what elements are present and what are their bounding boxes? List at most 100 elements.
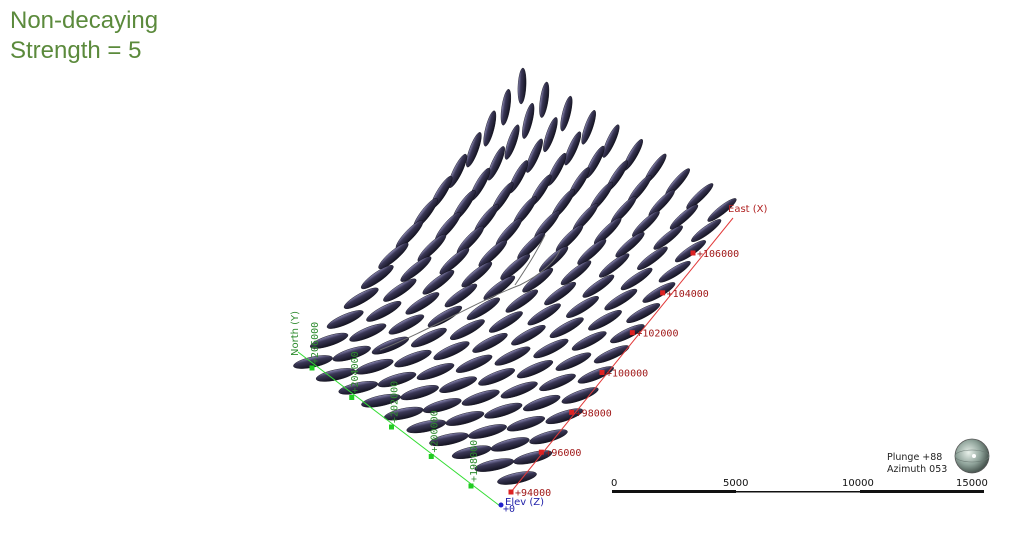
ellipsoid <box>506 416 546 432</box>
ellipsoid <box>581 110 596 145</box>
north-tick-mark <box>349 395 355 400</box>
ellipsoid-field <box>293 67 737 485</box>
ellipsoid <box>523 394 561 412</box>
ellipsoid <box>448 153 467 188</box>
east-tick-label: +96000 <box>545 448 581 459</box>
north-tick-mark <box>428 454 434 459</box>
ellipsoid <box>525 138 543 173</box>
ellipsoid <box>445 411 485 426</box>
ellipsoid <box>429 432 469 447</box>
east-tick-mark <box>599 370 605 375</box>
east-axis-label: East (X) <box>728 204 768 215</box>
ellipsoid <box>433 341 470 361</box>
ellipsoid <box>388 314 425 335</box>
north-tick-label: +204000 <box>350 351 361 393</box>
north-axis-ticks: +206000 +204000 +202000 +200000 +198000 <box>309 322 480 489</box>
ellipsoid <box>505 289 539 313</box>
east-tick-mark <box>538 449 544 455</box>
ellipsoid <box>571 331 607 351</box>
orientation-sphere-icon[interactable] <box>954 438 990 474</box>
ellipsoid <box>517 67 527 105</box>
east-tick-mark <box>569 409 575 415</box>
ellipsoid <box>555 224 584 253</box>
east-axis-ticks: +94000 +96000 +98000 +100000 +102000 +104000 +… <box>508 249 739 499</box>
ellipsoid <box>394 349 432 368</box>
north-tick-label: +202000 <box>390 381 401 423</box>
ellipsoid <box>658 261 691 283</box>
ellipsoid <box>610 324 645 344</box>
ellipsoid <box>400 385 439 401</box>
trend-curve-1 <box>379 249 561 351</box>
ellipsoid <box>593 345 630 364</box>
ellipsoid <box>326 310 364 329</box>
east-tick-label: +102000 <box>636 329 678 340</box>
ellipsoid <box>555 352 592 371</box>
ellipsoid <box>309 332 349 349</box>
ellipsoid <box>588 310 622 331</box>
ellipsoid <box>483 110 497 147</box>
ellipsoid <box>707 198 737 222</box>
ellipsoid <box>468 424 507 439</box>
ellipsoid <box>455 354 493 373</box>
ellipsoid <box>500 381 538 399</box>
scale-label-0: 0 <box>611 478 618 489</box>
ellipsoid <box>561 387 599 404</box>
ellipsoid <box>410 327 447 348</box>
ellipsoid <box>615 232 645 258</box>
east-tick-mark <box>629 330 635 336</box>
ellipsoid <box>422 398 462 414</box>
ellipsoid <box>472 332 508 353</box>
ellipsoid <box>377 371 417 388</box>
ellipsoid <box>355 358 394 375</box>
ellipsoid <box>522 102 535 139</box>
ellipsoid <box>332 345 371 362</box>
north-tick-mark <box>309 365 315 371</box>
ellipsoid <box>461 389 500 406</box>
ellipsoid <box>642 282 676 303</box>
ellipsoid <box>416 363 455 381</box>
ellipsoid <box>400 256 432 282</box>
scale-label-15000: 15000 <box>956 478 988 489</box>
ellipsoid <box>466 132 482 168</box>
ellipsoid <box>378 242 409 270</box>
north-tick-mark <box>389 424 394 430</box>
view-orientation-info: Plunge +88 Azimuth 053 <box>887 452 947 476</box>
ellipsoid <box>449 319 485 341</box>
ellipsoid <box>564 131 582 166</box>
ellipsoid <box>691 219 722 243</box>
ellipsoid <box>478 368 515 386</box>
ellipsoid <box>504 124 520 160</box>
ellipsoid <box>599 253 630 278</box>
north-tick-label: +198000 <box>469 440 480 482</box>
title-block: Non-decaying Strength = 5 <box>10 6 158 66</box>
ellipsoid <box>366 301 402 322</box>
ellipsoid <box>669 204 699 230</box>
ellipsoid <box>637 246 668 271</box>
ellipsoid <box>494 346 531 366</box>
ellipsoid <box>539 373 576 392</box>
east-tick-mark <box>690 250 696 256</box>
ellipsoid <box>474 458 515 472</box>
ellipsoid <box>604 288 638 311</box>
east-tick-label: +104000 <box>667 289 709 300</box>
ellipsoid <box>461 261 493 288</box>
ellipsoid <box>439 376 477 393</box>
ellipsoid <box>529 429 568 445</box>
ellipsoid <box>483 275 516 300</box>
east-tick-mark <box>508 489 514 495</box>
east-tick-label: +94000 <box>515 488 551 499</box>
east-axis-line <box>510 217 734 493</box>
scale-bar <box>612 490 984 493</box>
ellipsoid <box>451 445 492 459</box>
title-line-1: Non-decaying <box>10 7 159 34</box>
north-tick-mark <box>468 483 474 489</box>
elev-axis-origin <box>498 502 504 508</box>
ellipsoid <box>577 238 607 265</box>
trend-curve-2 <box>514 234 546 286</box>
ellipsoid <box>620 267 653 291</box>
ellipsoid <box>405 292 440 315</box>
ellipsoid <box>439 247 470 275</box>
ellipsoid <box>343 287 379 309</box>
ellipsoid <box>577 366 614 384</box>
